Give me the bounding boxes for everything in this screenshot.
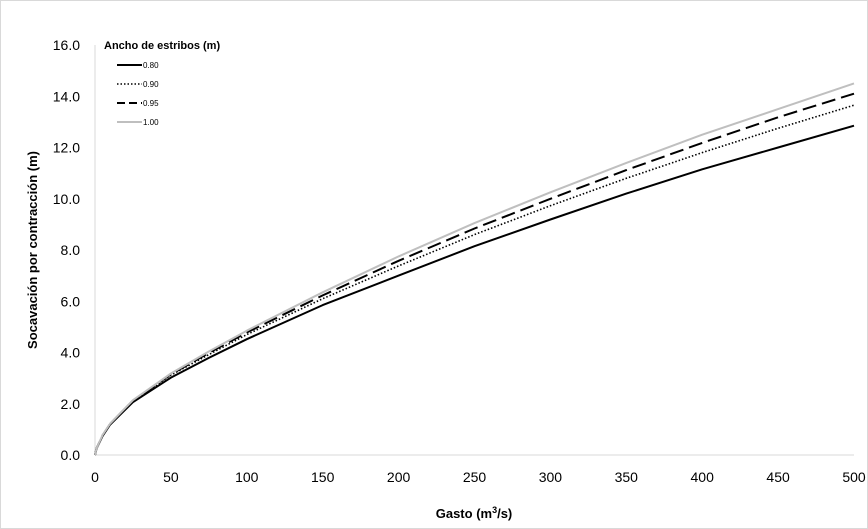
y-tick-label: 16.0 [53,37,80,53]
x-tick-label: 250 [463,469,487,485]
y-tick-label: 10.0 [53,191,80,207]
x-tick-label: 200 [387,469,411,485]
y-tick-label: 14.0 [53,88,80,104]
x-axis-title: Gasto (m3/s) [436,505,513,521]
series-line-1.00 [94,82,855,456]
x-tick-label: 300 [539,469,563,485]
axes [94,45,854,456]
legend-label: 0.80 [143,61,159,70]
x-tick-label: 500 [842,469,866,485]
series-line-0.95 [94,92,855,456]
y-tick-label: 4.0 [61,345,81,361]
x-tick-label: 50 [163,469,179,485]
x-tick-label: 350 [615,469,639,485]
y-tick-label: 6.0 [61,293,81,309]
y-tick-label: 2.0 [61,396,81,412]
legend-label: 0.90 [143,80,159,89]
x-tick-label: 400 [691,469,715,485]
y-tick-label: 12.0 [53,140,80,156]
x-tick-label: 0 [91,469,99,485]
legend-title: Ancho de estribos (m) [104,40,220,52]
legend: Ancho de estribos (m) 0.80 0.90 0.95 1.00 [104,40,220,127]
x-tick-label: 150 [311,469,335,485]
y-tick-label: 0.0 [61,447,81,463]
x-tick-label: 100 [235,469,259,485]
y-tick-label: 8.0 [61,242,81,258]
y-tick-labels: 0.0 2.0 4.0 6.0 8.0 10.0 12.0 14.0 16.0 [53,37,80,463]
x-tick-label: 450 [766,469,790,485]
y-axis-title: Socavación por contracción (m) [25,151,40,349]
x-tick-labels: 0 50 100 150 200 250 300 350 400 450 500 [91,469,866,485]
series-line-0.80 [94,124,855,456]
series-lines [94,82,855,456]
legend-label: 1.00 [143,118,159,127]
legend-label: 0.95 [143,99,159,108]
